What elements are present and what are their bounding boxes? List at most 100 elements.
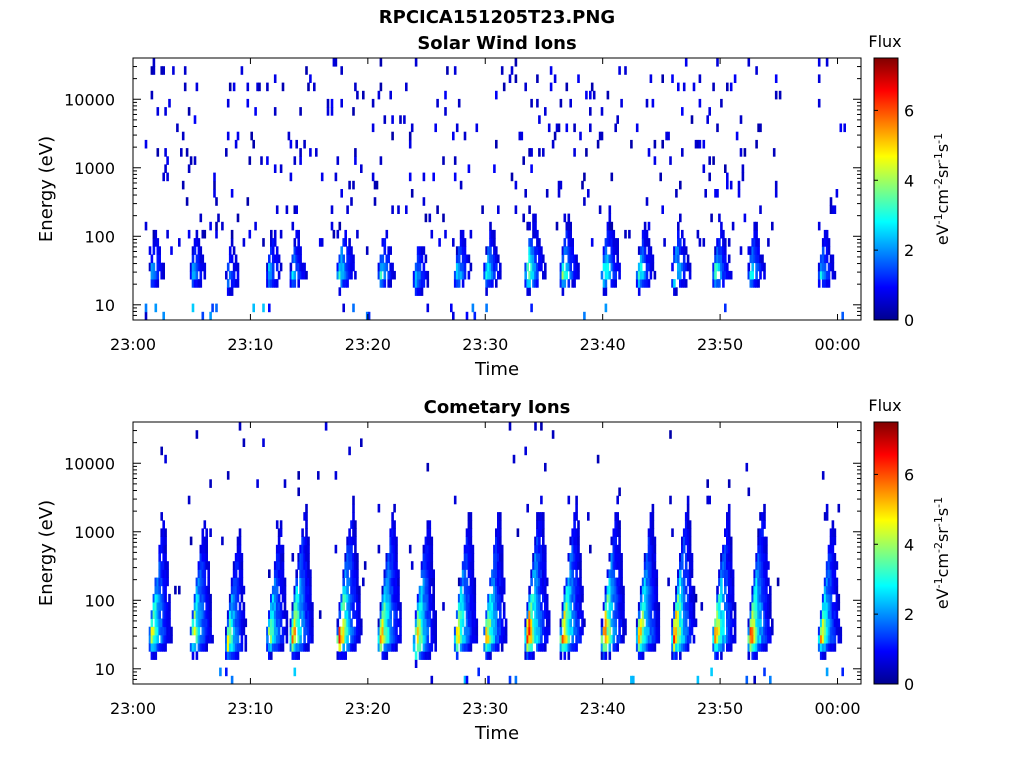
spectrogram-cell — [226, 279, 230, 288]
spectrogram-cell — [673, 610, 676, 619]
spectrogram-cell — [271, 618, 275, 628]
spectrogram-cell — [726, 593, 729, 603]
spectrogram-cell — [467, 561, 471, 570]
spectrogram-cell — [500, 577, 504, 587]
spectrogram-cell — [236, 643, 240, 652]
spectrogram-cell — [301, 610, 304, 619]
spectrogram-cell — [391, 262, 394, 272]
spectrogram-cell — [690, 585, 694, 595]
spectrogram-cell — [495, 585, 498, 595]
spectrogram-cell — [819, 262, 823, 272]
spectrogram-cell — [757, 123, 760, 133]
spectrogram-cell — [682, 246, 686, 255]
spectrogram-cell — [381, 634, 385, 644]
spectrogram-cell — [833, 634, 837, 644]
spectrogram-cell — [647, 254, 651, 264]
spectrogram-cell — [653, 569, 657, 578]
spectrogram-cell — [612, 246, 616, 255]
spectrogram-cell — [827, 577, 831, 587]
spectrogram-cell — [270, 593, 273, 603]
spectrogram-cell — [309, 577, 312, 587]
spectrogram-cell — [688, 602, 692, 611]
spectrogram-cell — [303, 262, 306, 272]
spectrogram-cell — [338, 254, 342, 264]
spectrogram-cell — [201, 311, 205, 321]
spectrogram-cell — [677, 238, 680, 247]
spectrogram-cell — [352, 107, 355, 116]
spectrogram-cell — [612, 238, 616, 247]
spectrogram-cell — [536, 626, 539, 636]
spectrogram-cell — [346, 569, 349, 578]
spectrogram-cell — [753, 643, 756, 652]
spectrogram-cell — [197, 569, 201, 578]
spectrogram-cell — [295, 229, 298, 239]
spectrogram-cell — [757, 528, 760, 537]
spectrogram-cell — [749, 270, 753, 280]
spectrogram-cell — [303, 512, 306, 521]
spectrogram-cell — [757, 279, 760, 288]
spectrogram-cell — [230, 254, 234, 264]
spectrogram-cell — [545, 577, 549, 587]
spectrogram-cell — [356, 610, 359, 619]
spectrogram-cell — [827, 643, 831, 652]
spectrogram-cell — [499, 553, 502, 562]
spectrogram-cell — [528, 610, 531, 619]
spectrogram-cell — [645, 561, 649, 570]
spectrogram-cell — [722, 279, 725, 288]
spectrogram-cell — [156, 148, 160, 157]
spectrogram-cell — [757, 634, 760, 644]
spectrogram-cell — [283, 602, 287, 611]
spectrogram-cell — [540, 553, 543, 562]
spectrogram-cell — [160, 577, 163, 587]
spectrogram-cell — [641, 643, 645, 652]
spectrogram-cell — [555, 221, 559, 231]
spectrogram-cell — [487, 651, 490, 660]
spectrogram-cell — [350, 585, 353, 595]
spectrogram-cell — [203, 577, 207, 587]
spectrogram-cell — [434, 610, 437, 619]
spectrogram-cell — [295, 577, 298, 587]
spectrogram-cell — [724, 262, 727, 272]
x-axis: 23:00 23:10 23:20 23:30 23:40 23:50 00:00 — [110, 422, 861, 718]
spectrogram-cell — [266, 279, 269, 288]
spectrogram-cell — [156, 585, 160, 595]
spectrogram-cell — [424, 553, 428, 562]
spectrogram-cell — [657, 602, 661, 611]
spectrogram-cell — [763, 577, 766, 587]
spectrogram-cell — [573, 536, 576, 546]
spectrogram-cell — [291, 618, 295, 628]
spectrogram-cell — [602, 602, 606, 611]
spectrogram-cell — [391, 626, 394, 636]
spectrogram-cell — [391, 520, 394, 529]
spectrogram-cell — [575, 643, 578, 652]
spectrogram-cell — [160, 512, 163, 521]
spectrogram-cell — [164, 553, 167, 562]
spectrogram-cell — [489, 270, 492, 280]
spectrogram-cell — [497, 544, 500, 554]
spectrogram-cell — [702, 238, 706, 247]
spectrogram-cell — [164, 536, 167, 546]
spectrogram-cell — [545, 602, 549, 611]
spectrogram-cell — [727, 528, 731, 537]
spectrogram-cell — [473, 610, 477, 619]
spectrogram-cell — [385, 651, 389, 660]
spectrogram-cell — [420, 246, 424, 255]
spectrogram-cell — [160, 528, 163, 537]
spectrogram-cell — [639, 651, 643, 660]
colorbar-tick-label: 6 — [904, 101, 914, 120]
spectrogram-cell — [277, 553, 281, 562]
spectrogram-cell — [645, 585, 649, 595]
spectrogram-cell — [827, 618, 831, 628]
spectrogram-cell — [350, 262, 353, 272]
spectrogram-cell — [751, 626, 754, 636]
spectrogram-cell — [152, 238, 156, 247]
spectrogram-cell — [303, 626, 306, 636]
spectrogram-cell — [189, 156, 193, 165]
spectrogram-cell — [309, 634, 312, 644]
spectrogram-cell — [144, 311, 148, 321]
spectrogram-cell — [350, 553, 353, 562]
spectrogram-cell — [199, 262, 203, 272]
spectrogram-cell — [463, 593, 467, 603]
spectrogram-cell — [675, 246, 678, 255]
spectrogram-cell — [201, 643, 205, 652]
